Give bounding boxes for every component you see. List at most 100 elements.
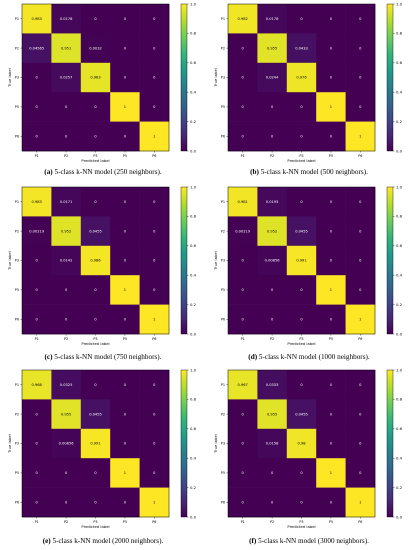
matrix-cell [286,458,317,488]
cell-value: 0 [330,200,333,204]
matrix-cell [345,275,376,305]
matrix-cell [257,245,288,276]
cell-value: 0 [359,471,362,475]
matrix-cell [316,187,346,217]
cell-value: 0.0178 [266,17,279,21]
cell-value: 0 [271,288,274,292]
colorbar-tick-label: 1.0 [396,367,403,372]
colorbar-tick-label: 0.4 [190,273,197,278]
cell-value: 0 [300,318,303,322]
caption-c: (c) 5-class k-NN model (750 neighbors). [0,353,206,361]
confusion-matrix-panel-e: 0.968 0.0325 0 0 0 0 0.955 0.0455 0 0 0 0.00856 0.99… [0,366,206,549]
colorbar-tick-label: 0.4 [190,90,197,95]
cell-value: 0 [153,229,156,233]
matrix-cell [80,428,111,459]
cell-value: 0.955 [61,412,71,416]
colorbar-tick-label: 0.6 [396,243,403,248]
cell-value: 0 [359,288,362,292]
matrix-cell [228,428,258,459]
cell-value: 0 [242,105,245,109]
matrix-cell [286,92,317,122]
matrix-cell [51,121,82,152]
caption-label-b: (b) [250,168,259,176]
matrix-cell [110,275,140,305]
matrix-cell [22,121,52,152]
x-tick-label: P3 [93,154,97,158]
cell-value: 0 [124,76,127,80]
cell-value: 0 [330,412,333,416]
y-tick-label: P3 [221,259,225,263]
cell-value: 1 [153,501,155,505]
cell-value: 0 [124,200,127,204]
matrix-cell [228,33,258,64]
colorbar-tick-label: 0.0 [190,331,197,336]
matrix-cell [139,304,170,335]
caption-a: (a) 5-class k-NN model (250 neighbors). [0,168,206,176]
matrix-cell [345,304,376,335]
cell-value: 1 [124,471,126,475]
colorbar-tick-label: 0.4 [190,456,197,461]
y-tick-label: P2 [221,412,225,416]
confusion-matrix-panel-d: 0.981 0.0195 0 0 0 0.00219 0.952 0.0455 0 0 0 0.008… [206,183,411,366]
cell-value: 0 [65,135,68,139]
cell-value: 0.0171 [60,200,73,204]
colorbar-tick-label: 0.2 [190,119,197,124]
colorbar-tick-label: 0.8 [396,214,403,219]
cell-value: 1 [359,318,361,322]
cell-value: 0.0257 [60,76,73,80]
cell-value: 0 [36,76,39,80]
matrix-cell [345,92,376,122]
y-axis-label: True label [7,68,12,87]
cell-value: 0.0433 [295,46,308,50]
cell-value: 0 [124,229,127,233]
matrix-cell [51,399,82,430]
colorbar [180,3,188,152]
matrix-cell [139,92,170,122]
x-tick-label: P1 [241,520,245,524]
cell-value: 0 [242,288,245,292]
cell-value: 0 [300,471,303,475]
cell-value: 0 [330,46,333,50]
matrix-cell [345,458,376,488]
matrix-cell [51,245,82,276]
cell-value: 0 [153,259,156,263]
matrix-cell [257,487,288,518]
matrix-cell [139,33,170,64]
cell-value: 0.952 [61,229,71,233]
matrix-cell [316,370,346,400]
cell-value: 0 [153,76,156,80]
cell-value: 0 [271,501,274,505]
matrix-cell [139,121,170,152]
cell-value: 1 [330,288,332,292]
cell-value: 0 [153,46,156,50]
caption-label-a: (a) [44,168,53,176]
colorbar-tick-label: 0.2 [396,485,403,490]
cell-value: 1 [124,288,126,292]
matrix-cell [345,62,376,93]
y-tick-label: P5 [15,288,19,292]
cell-value: 0 [36,412,39,416]
matrix-cell [286,399,317,430]
cell-value: 0 [94,501,97,505]
matrix-cell [51,304,82,335]
matrix-cell [345,370,376,400]
cell-value: 0 [65,471,68,475]
cell-value: 0.0142 [60,259,73,263]
cell-value: 0.0455 [295,229,308,233]
cell-value: 0.955 [267,46,277,50]
cell-value: 0.0455 [295,412,308,416]
matrix-cell [228,187,258,217]
matrix-cell [22,304,52,335]
cell-value: 0 [330,442,333,446]
cell-value: 0 [359,200,362,204]
cell-value: 0 [153,412,156,416]
matrix-cell [316,399,346,430]
matrix-cell [51,458,82,488]
colorbar-tick-label: 0.0 [396,148,403,153]
cell-value: 0 [242,471,245,475]
matrix-cell [110,428,140,459]
matrix-cell [286,428,317,459]
cell-value: 0 [36,318,39,322]
cell-value: 0.968 [32,383,43,387]
x-tick-label: P1 [241,337,245,341]
